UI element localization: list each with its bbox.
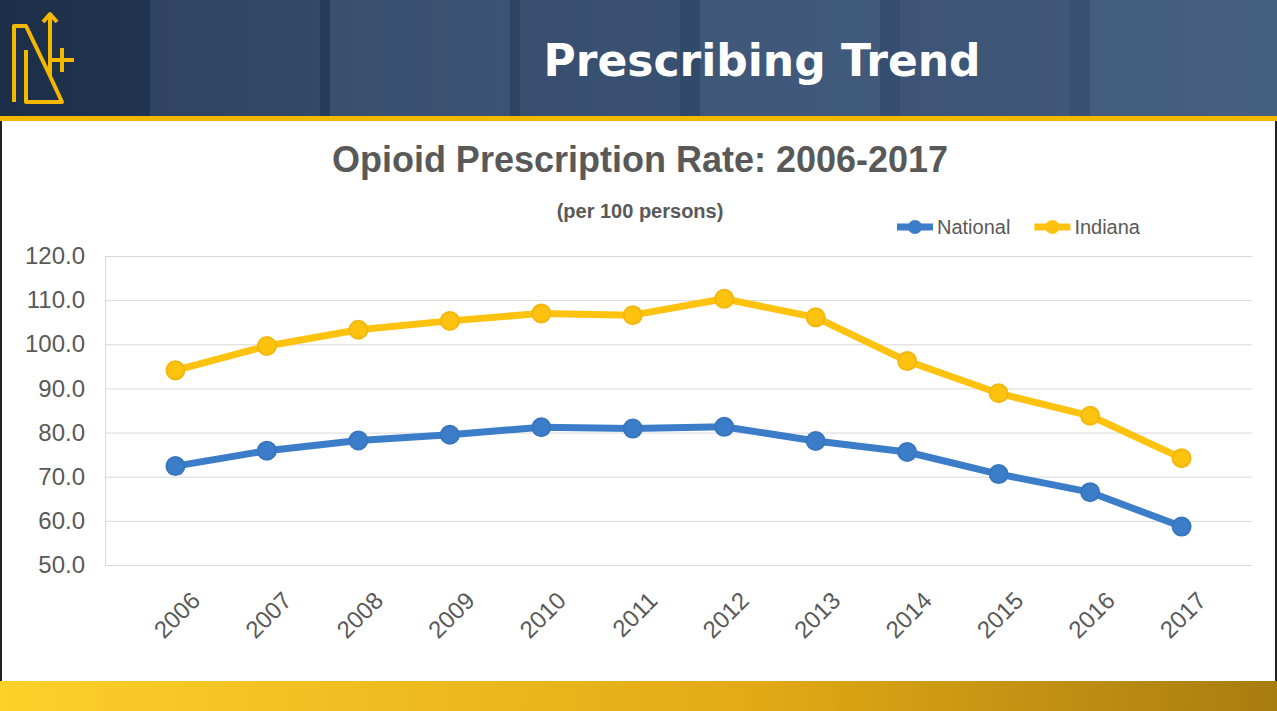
- series-marker: [1173, 518, 1191, 536]
- legend: National Indiana: [897, 216, 1141, 238]
- x-tick: 2017: [1154, 565, 1211, 643]
- y-tick-label: 120.0: [25, 242, 85, 269]
- y-tick-label: 50.0: [38, 551, 85, 578]
- series-marker: [1081, 483, 1099, 501]
- grid-line: [105, 388, 1252, 389]
- header-rule: [0, 116, 1277, 121]
- grid-line: [105, 477, 1252, 478]
- y-tick-label: 100.0: [25, 330, 85, 357]
- header-photo: [1090, 0, 1277, 116]
- x-axis: 2006 2007 2008 2009 2010 2011 2012 2013 2014 2015…: [106, 565, 1253, 643]
- y-tick-label: 90.0: [38, 375, 85, 402]
- series-marker: [715, 418, 733, 436]
- header-photo: [150, 0, 320, 116]
- series-marker: [532, 304, 550, 322]
- series-marker: [898, 443, 916, 461]
- legend-item: Indiana: [1034, 216, 1140, 238]
- grid-line: [105, 300, 1252, 301]
- plot-area: [166, 290, 1190, 536]
- y-tick: 90.0: [38, 375, 1252, 402]
- series-marker: [990, 384, 1008, 402]
- series-marker: [1081, 407, 1099, 425]
- chart-title: Opioid Prescription Rate: 2006-2017: [332, 139, 948, 180]
- x-tick: 2006: [148, 565, 205, 643]
- series-marker: [258, 442, 276, 460]
- y-tick: 120.0: [25, 242, 1252, 269]
- x-tick: 2009: [423, 565, 480, 643]
- chart-subtitle: (per 100 persons): [557, 200, 724, 222]
- series-marker: [807, 432, 825, 450]
- y-axis: 50.0 60.0 70.0 80.0 90.0 100.0 110.0 120.0: [25, 242, 1252, 578]
- series-line: [175, 427, 1181, 527]
- x-tick-label: 2011: [607, 586, 663, 642]
- page: Prescribing Trend Opioid Prescription Rat…: [0, 0, 1277, 711]
- series-marker: [441, 312, 459, 330]
- grid-line: [105, 433, 1252, 434]
- series-marker: [349, 432, 367, 450]
- x-tick-label: 2015: [972, 586, 1029, 643]
- y-axis-line: [105, 257, 106, 566]
- y-tick-label: 60.0: [38, 507, 85, 534]
- header-photo: [330, 0, 510, 116]
- series-marker: [349, 321, 367, 339]
- series-marker: [715, 290, 733, 308]
- legend-marker: [908, 220, 922, 234]
- x-tick: 2007: [240, 565, 297, 643]
- x-tick-label: 2008: [331, 586, 388, 643]
- series-line: [175, 299, 1181, 458]
- series-marker: [166, 361, 184, 379]
- series-marker: [166, 457, 184, 475]
- grid-line: [105, 256, 1252, 257]
- x-tick-label: 2016: [1063, 586, 1120, 643]
- y-tick: 60.0: [38, 507, 1252, 534]
- x-tick: 2015: [972, 565, 1029, 643]
- header-band: [0, 0, 1277, 116]
- series-marker: [807, 308, 825, 326]
- y-tick-label: 70.0: [38, 463, 85, 490]
- y-tick-label: 110.0: [27, 286, 85, 313]
- series-marker: [441, 426, 459, 444]
- y-tick: 100.0: [25, 330, 1252, 357]
- legend-label: Indiana: [1074, 216, 1140, 238]
- x-tick: 2012: [697, 565, 754, 643]
- header-title: Prescribing Trend: [543, 35, 980, 86]
- x-tick-label: 2010: [514, 586, 571, 643]
- border: [0, 121, 2, 681]
- legend-item: National: [897, 216, 1010, 238]
- legend-label: National: [937, 216, 1010, 238]
- series-marker: [532, 418, 550, 436]
- logo-mark: [14, 14, 74, 102]
- border: [1275, 121, 1277, 681]
- x-tick: 2016: [1063, 565, 1120, 643]
- logo: [14, 14, 74, 102]
- x-tick-label: 2007: [240, 586, 297, 643]
- series-marker: [990, 465, 1008, 483]
- footer-band: [0, 681, 1277, 711]
- x-tick: 2010: [514, 565, 571, 643]
- x-tick-label: 2009: [423, 586, 480, 643]
- series-marker: [624, 306, 642, 324]
- legend-marker: [1045, 220, 1059, 234]
- x-tick-label: 2013: [789, 586, 846, 643]
- x-axis-line: [106, 565, 1253, 566]
- y-tick: 50.0: [38, 551, 1252, 578]
- series-marker: [898, 352, 916, 370]
- grid-line: [105, 521, 1252, 522]
- x-tick-label: 2014: [880, 586, 937, 643]
- y-tick: 80.0: [38, 419, 1252, 446]
- grid-line: [105, 565, 1252, 566]
- x-tick: 2008: [331, 565, 388, 643]
- series-marker: [258, 337, 276, 355]
- series-marker: [1173, 449, 1191, 467]
- series-marker: [624, 420, 642, 438]
- x-tick: 2013: [789, 565, 846, 643]
- x-tick: 2011: [607, 565, 663, 642]
- x-tick: 2014: [880, 565, 937, 643]
- x-tick-label: 2006: [148, 586, 205, 643]
- x-tick-label: 2017: [1154, 586, 1211, 643]
- x-tick-label: 2012: [697, 586, 754, 643]
- y-tick-label: 80.0: [38, 419, 85, 446]
